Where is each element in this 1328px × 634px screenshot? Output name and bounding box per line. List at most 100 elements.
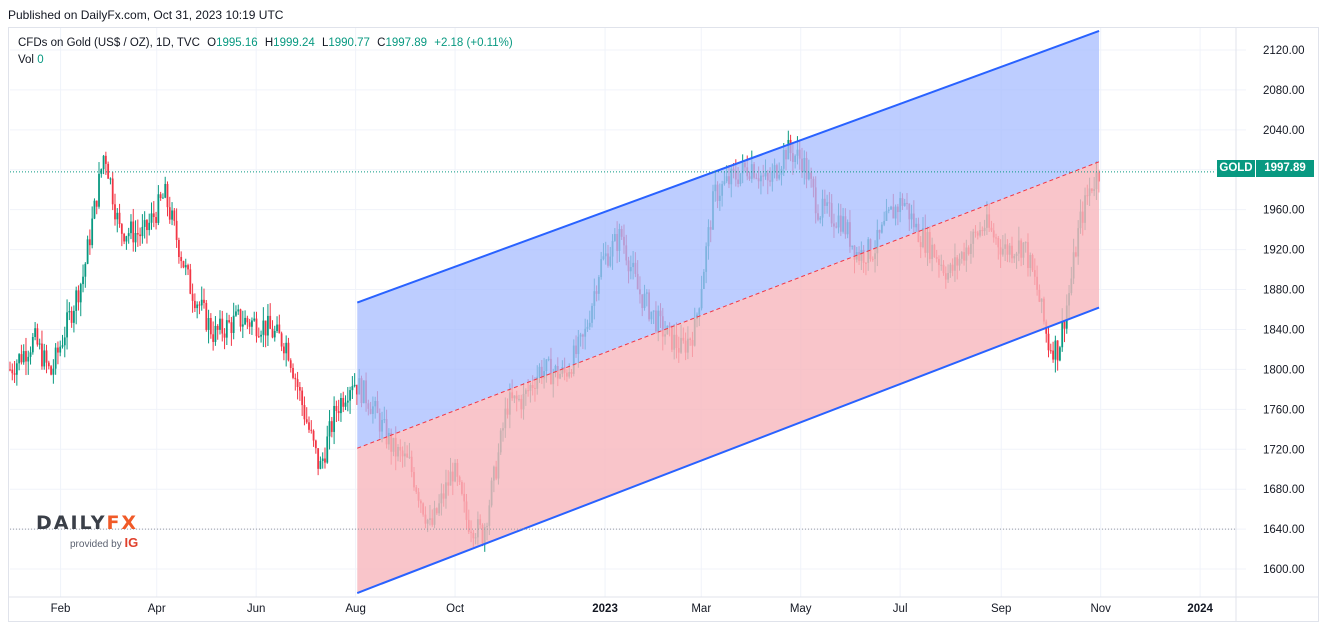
vol-label: Vol [18,54,34,66]
candle-body [207,318,210,330]
candle-body [118,212,121,225]
candle-body [123,233,126,242]
candle-body [276,324,278,331]
candle-body [27,356,30,362]
candle-body [57,347,59,353]
candle-body [45,350,48,363]
candle-body [139,234,141,237]
candle-body [1059,347,1061,361]
regression-channel [356,30,1100,594]
candle-body [152,213,155,218]
candle-body [104,155,107,164]
candle-body [86,239,89,264]
y-tick-label: 1960.00 [1263,205,1305,217]
chart-frame [8,27,1319,622]
candle-body [54,347,57,369]
candle-body [143,220,146,227]
candle-body [262,320,265,335]
high-label: H [264,37,274,49]
candle-body [241,324,244,327]
candle-body [111,178,114,205]
change-value: +2.18 (+0.11%) [434,37,513,49]
y-tick-label: 1600.00 [1263,564,1305,576]
candle-body [66,312,68,338]
candle-body [278,324,281,334]
logo-provided-by: provided by [70,539,122,550]
candle-body [280,333,283,347]
candle-body [88,239,91,246]
candle-body [189,269,192,294]
candle-body [61,345,64,347]
x-tick-label: 2024 [1187,603,1213,615]
candle-body [155,217,157,223]
candle-body [196,304,199,309]
candle-body [120,224,123,234]
candle-body [353,384,356,387]
y-tick-label: 2040.00 [1263,125,1305,137]
close-label: C [377,37,386,49]
candle-body [9,369,11,371]
candle-body [63,337,66,346]
candle-body [75,290,78,311]
candle-body [346,400,349,403]
y-tick-label: 1800.00 [1263,364,1305,376]
candle-body [116,212,119,220]
candle-body [109,178,112,180]
candle-body [1054,340,1057,360]
candle-body [171,210,173,220]
candle-body [264,320,267,336]
vol-value: 0 [37,54,44,66]
candle-body [13,373,16,375]
candle-body [130,221,132,234]
candle-body [271,328,274,338]
candle-body [237,309,240,312]
candle-body [38,343,41,345]
y-tick-label: 1640.00 [1263,524,1305,536]
candle-body [1063,321,1066,329]
candle-body [173,210,176,221]
candle-body [175,220,178,240]
candle-body [330,421,333,432]
candle-body [146,220,148,231]
ohlc-row: CFDs on Gold (US$ / OZ), 1D, TVC O1995.1… [18,35,513,52]
high-value: 1999.24 [273,37,315,49]
close-value: 1997.89 [385,37,428,49]
last-price-tag: 1997.89 [1256,160,1314,177]
candle-body [342,398,345,407]
y-tick-label: 1680.00 [1263,484,1305,496]
candle-body [209,318,212,335]
candle-body [200,299,203,306]
candle-body [20,354,23,363]
candle-body [11,369,14,374]
candle-body [333,405,336,432]
candle-body [326,436,329,463]
candle-body [310,429,313,431]
candle-body [18,354,21,364]
candle-body [1049,350,1052,352]
candle-body [132,221,135,243]
candle-body [205,302,208,330]
candle-body [301,390,304,406]
candle-body [41,343,43,367]
candle-body [219,318,221,330]
candle-body [93,200,96,219]
candle-body [337,410,340,414]
candle-body [244,317,246,325]
dailyfx-logo: DAILYFX provided by IG [36,512,138,550]
candle-body [260,334,262,337]
candle-body [269,315,272,329]
candle-body [114,204,116,220]
y-tick-label: 2120.00 [1263,45,1305,57]
open-value: 1995.16 [216,37,258,49]
candle-body [180,256,183,262]
candle-body [47,362,50,367]
candle-body [193,300,196,309]
x-tick-label: Sep [991,603,1011,615]
candle-body [141,226,144,237]
candle-body [230,322,233,333]
candle-body [43,350,46,367]
candle-body [305,419,308,423]
candle-body [335,405,338,411]
x-tick-label: 2023 [592,603,618,615]
